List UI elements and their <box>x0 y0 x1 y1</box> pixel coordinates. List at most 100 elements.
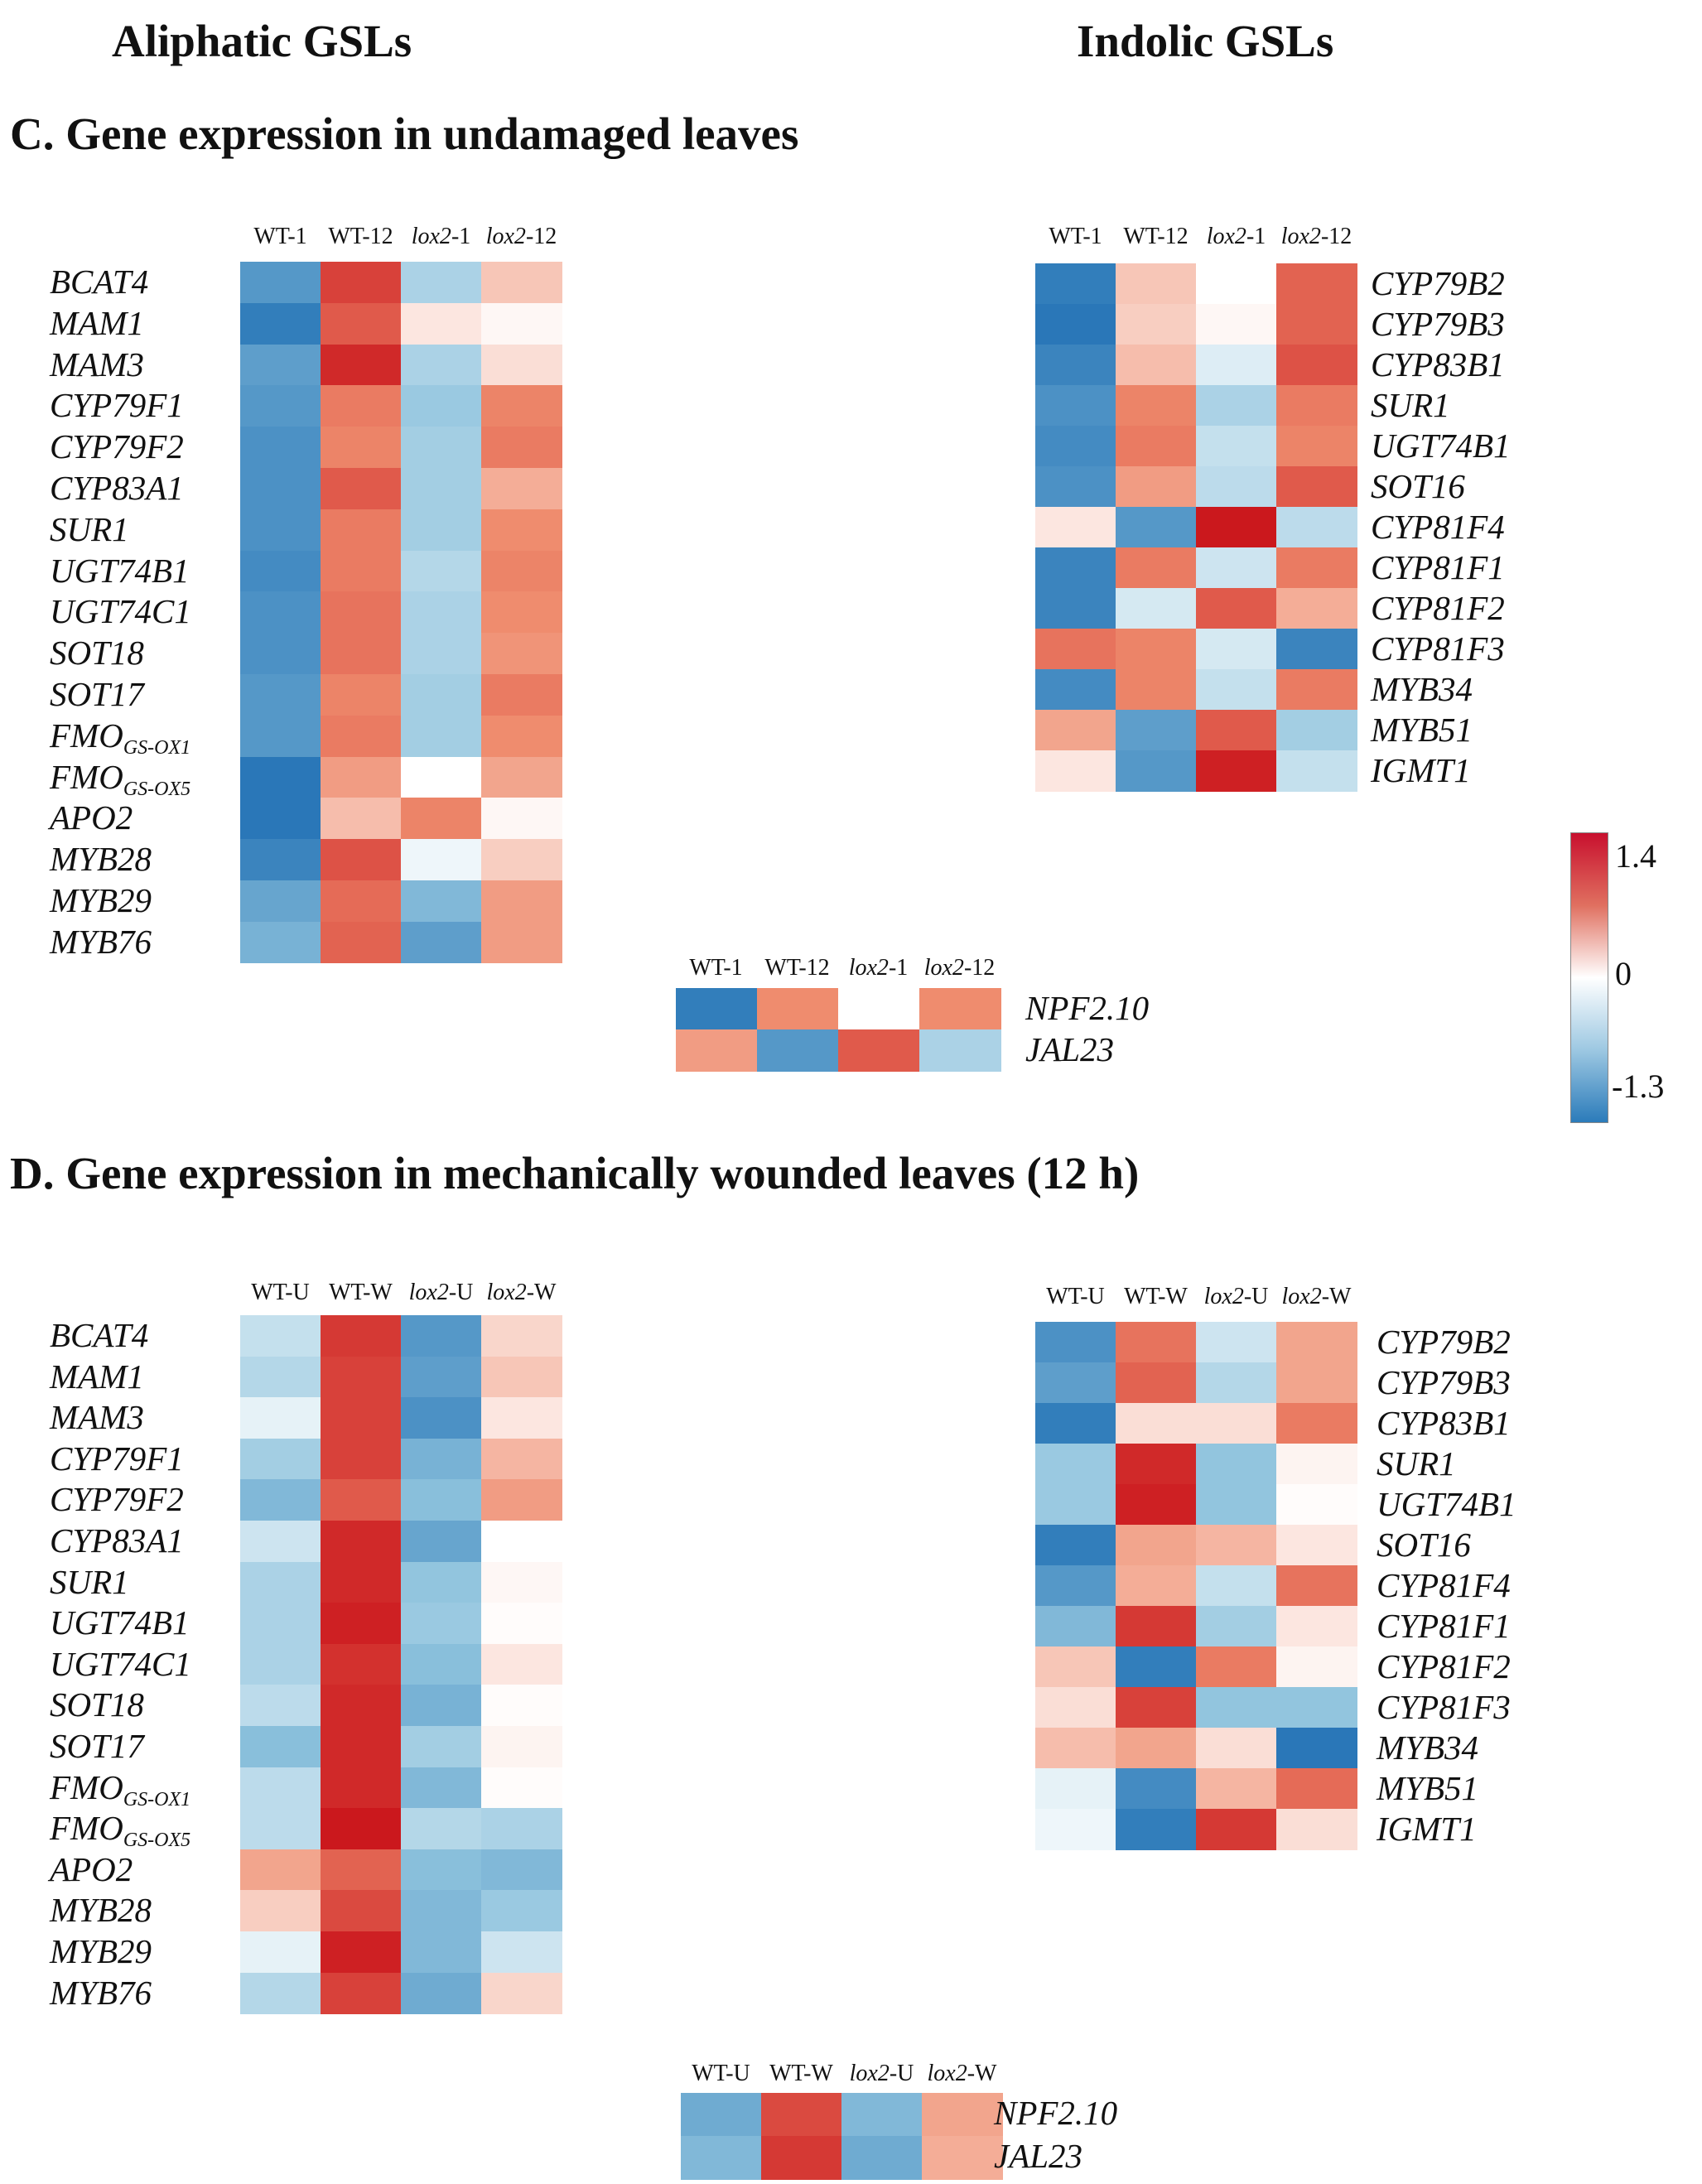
column-header-prefix: lox2 <box>1281 1284 1322 1309</box>
heatmap-cell <box>1196 588 1277 629</box>
heatmap-cell <box>321 1397 402 1439</box>
column-header: WT-U <box>681 2061 761 2087</box>
heatmap-cell <box>481 1356 562 1398</box>
heatmap-cell <box>321 1356 402 1398</box>
heatmap-cell <box>401 385 482 427</box>
heatmap-cell <box>1276 345 1357 386</box>
heatmap-cell <box>1196 345 1277 386</box>
heatmap-cell <box>1276 1728 1357 1769</box>
column-header-prefix: WT <box>689 955 724 981</box>
gene-name: MYB51 <box>1371 711 1473 749</box>
heatmap-cell <box>240 1315 321 1357</box>
gene-label: UGT74B1 <box>1377 1487 1516 1521</box>
heatmap-cell <box>1116 547 1197 589</box>
gene-name: MYB28 <box>50 1891 152 1930</box>
gene-label: CYP81F3 <box>1377 1690 1511 1724</box>
legend-min-label: -1.3 <box>1612 1068 1665 1105</box>
gene-label: CYP81F3 <box>1371 632 1505 666</box>
heatmap-cell <box>1196 1484 1277 1526</box>
gene-name: UGT74B1 <box>50 551 190 590</box>
gene-name: CYP79F1 <box>50 386 184 425</box>
heatmap-cell <box>240 1521 321 1563</box>
heatmap-cell <box>321 1561 402 1603</box>
heatmap-cell <box>1116 750 1197 792</box>
column-header: lox2-U <box>1196 1284 1276 1310</box>
gene-label: CYP83A1 <box>50 1524 184 1558</box>
heatmap-cell <box>321 715 402 758</box>
gene-name: UGT74B1 <box>1371 427 1511 465</box>
heatmap-cell <box>1116 466 1197 508</box>
gene-label: MYB51 <box>1371 713 1473 747</box>
heatmap-cell <box>838 988 920 1030</box>
heatmap-cell <box>240 880 321 923</box>
gene-name: NPF2.10 <box>1025 989 1150 1027</box>
gene-name: MYB34 <box>1371 670 1473 708</box>
heatmap-cell <box>1196 466 1277 508</box>
gene-label: MAM1 <box>50 1357 144 1396</box>
heatmap-cell <box>240 756 321 798</box>
gene-name: CYP81F2 <box>1371 589 1505 627</box>
heatmap-cell <box>1116 507 1197 548</box>
column-header-suffix: -12 <box>963 955 996 981</box>
column-header: WT-12 <box>757 955 837 981</box>
gene-label: MAM3 <box>50 347 144 382</box>
heatmap-cell <box>1196 426 1277 467</box>
heatmap-cell <box>1116 304 1197 345</box>
heatmap-cell <box>1035 466 1116 508</box>
heatmap-cell <box>321 1521 402 1563</box>
gene-label: CYP81F1 <box>1371 551 1505 585</box>
heatmap-cell <box>240 1643 321 1685</box>
heatmap-cell <box>1035 1403 1116 1444</box>
heatmap-cell <box>1035 385 1116 427</box>
heatmap-cell <box>757 1029 839 1072</box>
heatmap-cell <box>321 756 402 798</box>
heatmap-cell <box>838 1029 920 1072</box>
heatmap-cell <box>481 1890 562 1932</box>
gene-label: CYP83B1 <box>1371 348 1505 382</box>
gene-label: APO2 <box>50 801 133 835</box>
gene-name: CYP79B2 <box>1371 264 1505 302</box>
gene-name: BCAT4 <box>50 263 149 301</box>
heatmap-cell <box>1116 1606 1197 1647</box>
heatmap-cell <box>401 1972 482 2014</box>
column-header: WT-W <box>1116 1284 1196 1310</box>
heatmap-cell <box>321 839 402 881</box>
gene-name: CYP81F2 <box>1377 1647 1511 1685</box>
gene-name: MAM1 <box>50 1357 144 1396</box>
column-header-suffix: -1 <box>723 955 743 981</box>
column-header: lox2-1 <box>1196 224 1276 250</box>
gene-name: CYP81F1 <box>1371 548 1505 586</box>
gene-name: FMO <box>50 1809 123 1848</box>
heatmap-cell <box>321 798 402 840</box>
column-header-suffix: -W <box>526 1280 557 1305</box>
heatmap-cell <box>481 509 562 552</box>
gene-label: MYB29 <box>50 884 152 918</box>
heatmap-cell <box>401 633 482 675</box>
heatmap-cell <box>240 1397 321 1439</box>
heatmap-cell <box>481 1438 562 1480</box>
heatmap-cell <box>1035 1525 1116 1566</box>
column-header-suffix: -W <box>1321 1284 1352 1309</box>
gene-label: CYP81F1 <box>1377 1609 1511 1643</box>
heatmap-cell <box>401 427 482 469</box>
heatmap-cell <box>676 1029 758 1072</box>
gene-name: NPF2.10 <box>994 2094 1118 2132</box>
heatmap-cell <box>1116 345 1197 386</box>
indolic-header: Indolic GSLs <box>1077 16 1334 66</box>
heatmap-cell <box>240 1726 321 1768</box>
column-header-prefix: WT <box>1049 224 1083 249</box>
gene-name: SUR1 <box>1371 386 1450 424</box>
gene-name: SUR1 <box>50 509 129 548</box>
heatmap-cell <box>481 1972 562 2014</box>
heatmap-cell <box>481 715 562 758</box>
gene-label: CYP79B2 <box>1377 1325 1511 1359</box>
heatmap-cell <box>321 1315 402 1357</box>
heatmap-cell <box>1276 1322 1357 1363</box>
heatmap-cell <box>1116 1444 1197 1485</box>
heatmap-cell <box>481 1603 562 1645</box>
gene-name: UGT74C1 <box>50 592 191 631</box>
column-header-suffix: -W <box>1158 1284 1188 1309</box>
gene-name: SUR1 <box>50 1562 129 1601</box>
column-header-suffix: -1 <box>888 955 909 981</box>
gene-label: BCAT4 <box>50 265 148 299</box>
